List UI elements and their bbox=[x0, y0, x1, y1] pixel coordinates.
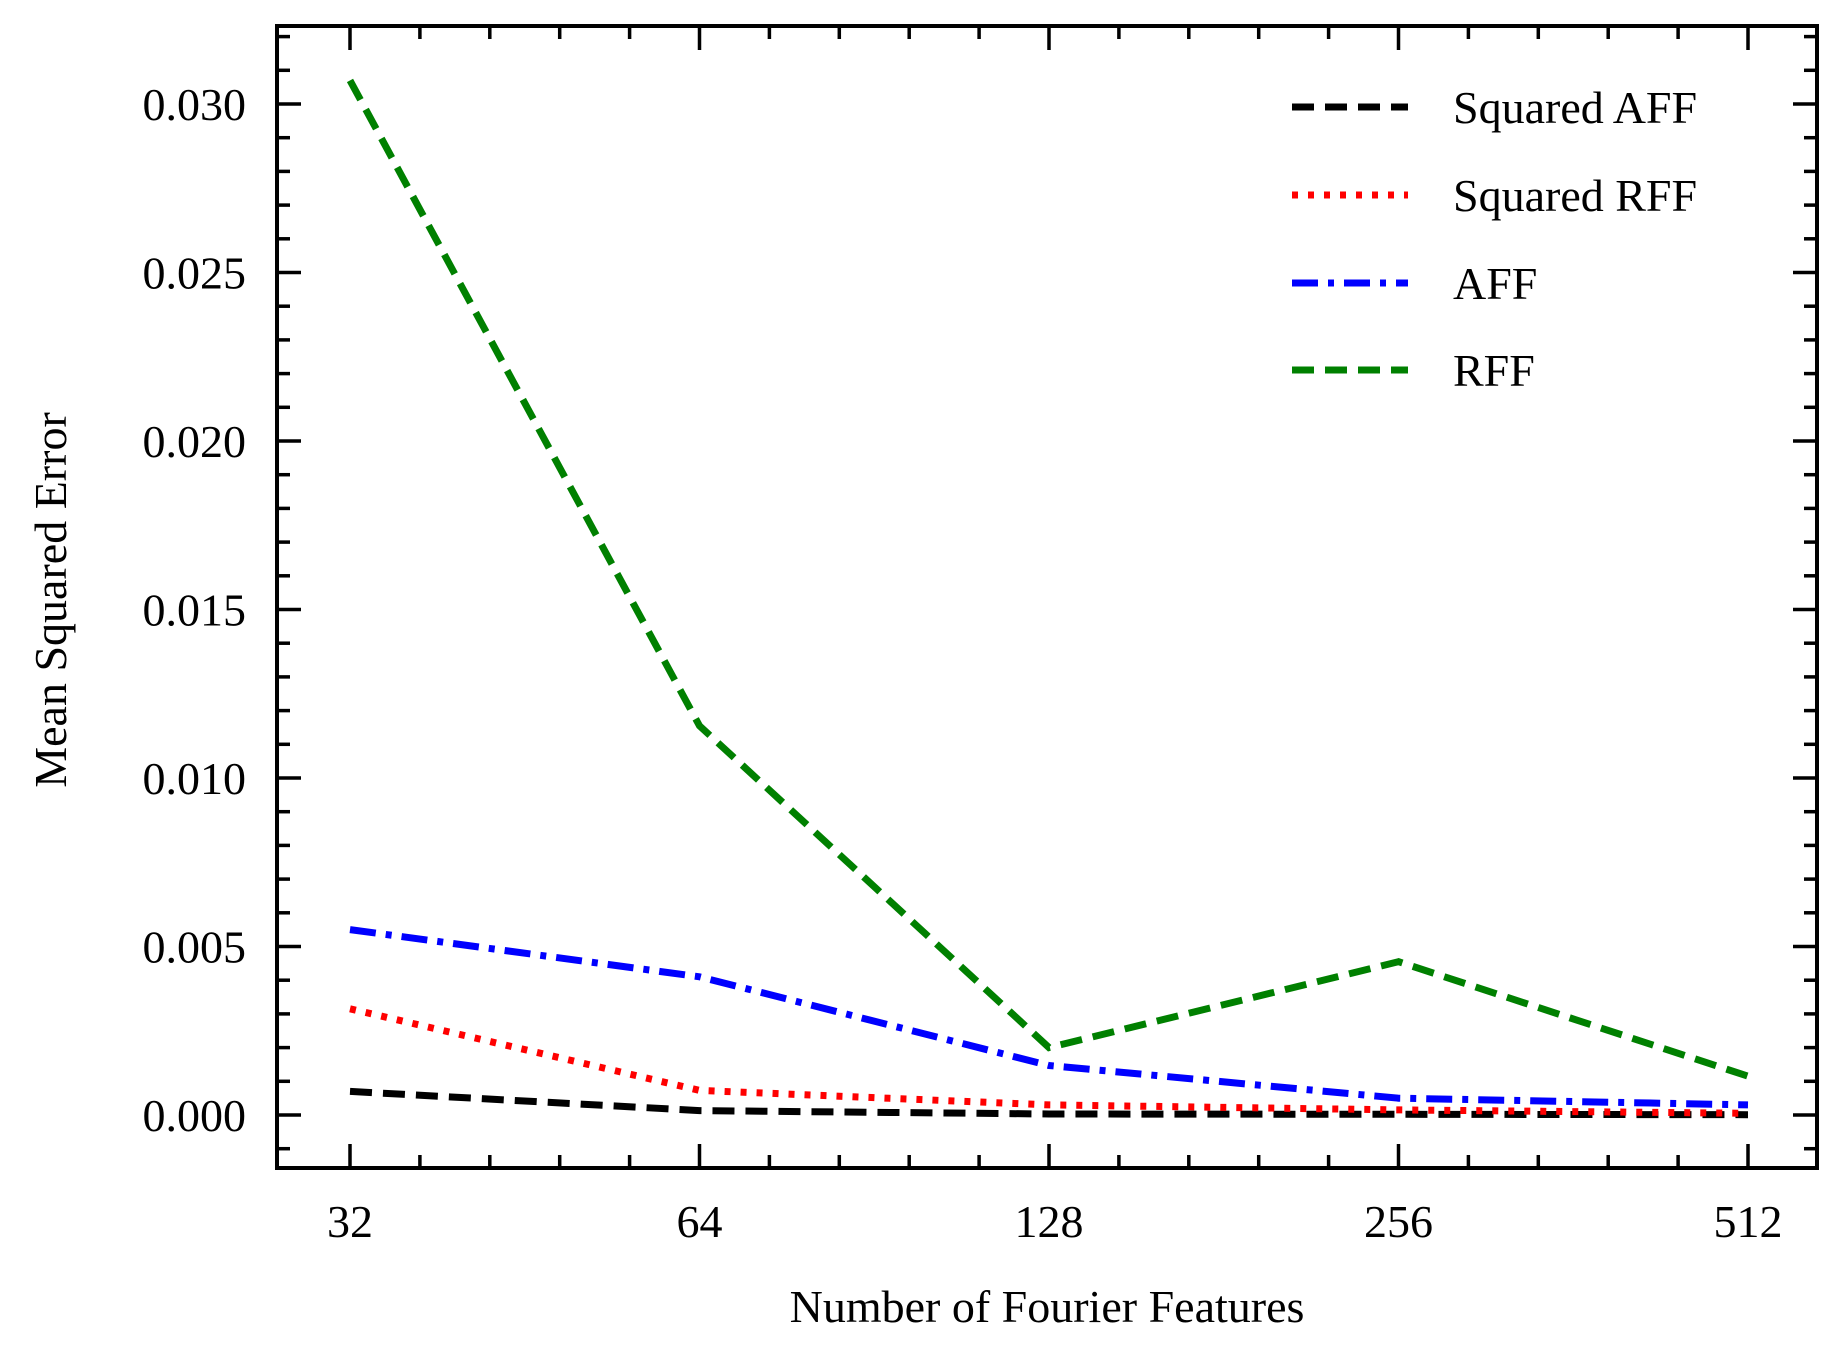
legend-label: Squared RFF bbox=[1453, 170, 1697, 221]
legend-label: AFF bbox=[1453, 258, 1537, 309]
y-tick-label: 0.025 bbox=[143, 248, 247, 299]
series-line-squared-aff bbox=[349, 1087, 1749, 1119]
axes bbox=[275, 24, 1819, 1170]
legend-label: Squared AFF bbox=[1453, 82, 1697, 133]
plot-frame bbox=[275, 24, 1819, 1170]
series-line-rff bbox=[346, 78, 1750, 1080]
legend-item-squared-rff: Squared RFF bbox=[1292, 170, 1697, 221]
y-tick-labels: 0.000 0.005 0.010 0.015 0.020 0.025 0.030 bbox=[143, 79, 247, 1141]
y-tick-label: 0.010 bbox=[143, 753, 247, 804]
x-tick-label: 64 bbox=[677, 1196, 723, 1247]
legend-item-rff: RFF bbox=[1292, 345, 1535, 396]
x-tick-labels: 32 64 128 256 512 bbox=[327, 1196, 1783, 1247]
series-line-aff bbox=[349, 926, 1749, 1109]
legend-item-squared-aff: Squared AFF bbox=[1292, 82, 1697, 133]
y-tick-label: 0.005 bbox=[143, 922, 247, 973]
x-tick-label: 128 bbox=[1015, 1196, 1084, 1247]
y-axis-label: Mean Squared Error bbox=[25, 412, 76, 788]
x-tick-label: 256 bbox=[1364, 1196, 1433, 1247]
legend-item-aff: AFF bbox=[1292, 258, 1537, 309]
y-tick-label: 0.020 bbox=[143, 416, 247, 467]
y-tick-label: 0.000 bbox=[143, 1090, 247, 1141]
series-line-squared-rff bbox=[349, 1005, 1749, 1117]
y-tick-label: 0.030 bbox=[143, 79, 247, 130]
y-tick-label: 0.015 bbox=[143, 585, 247, 636]
x-tick-label: 32 bbox=[327, 1196, 373, 1247]
x-axis-label: Number of Fourier Features bbox=[790, 1281, 1305, 1332]
legend: Squared AFF Squared RFF AFF RFF bbox=[1292, 82, 1697, 396]
x-tick-label: 512 bbox=[1714, 1196, 1783, 1247]
legend-label: RFF bbox=[1453, 345, 1535, 396]
plot-lines bbox=[346, 78, 1750, 1119]
